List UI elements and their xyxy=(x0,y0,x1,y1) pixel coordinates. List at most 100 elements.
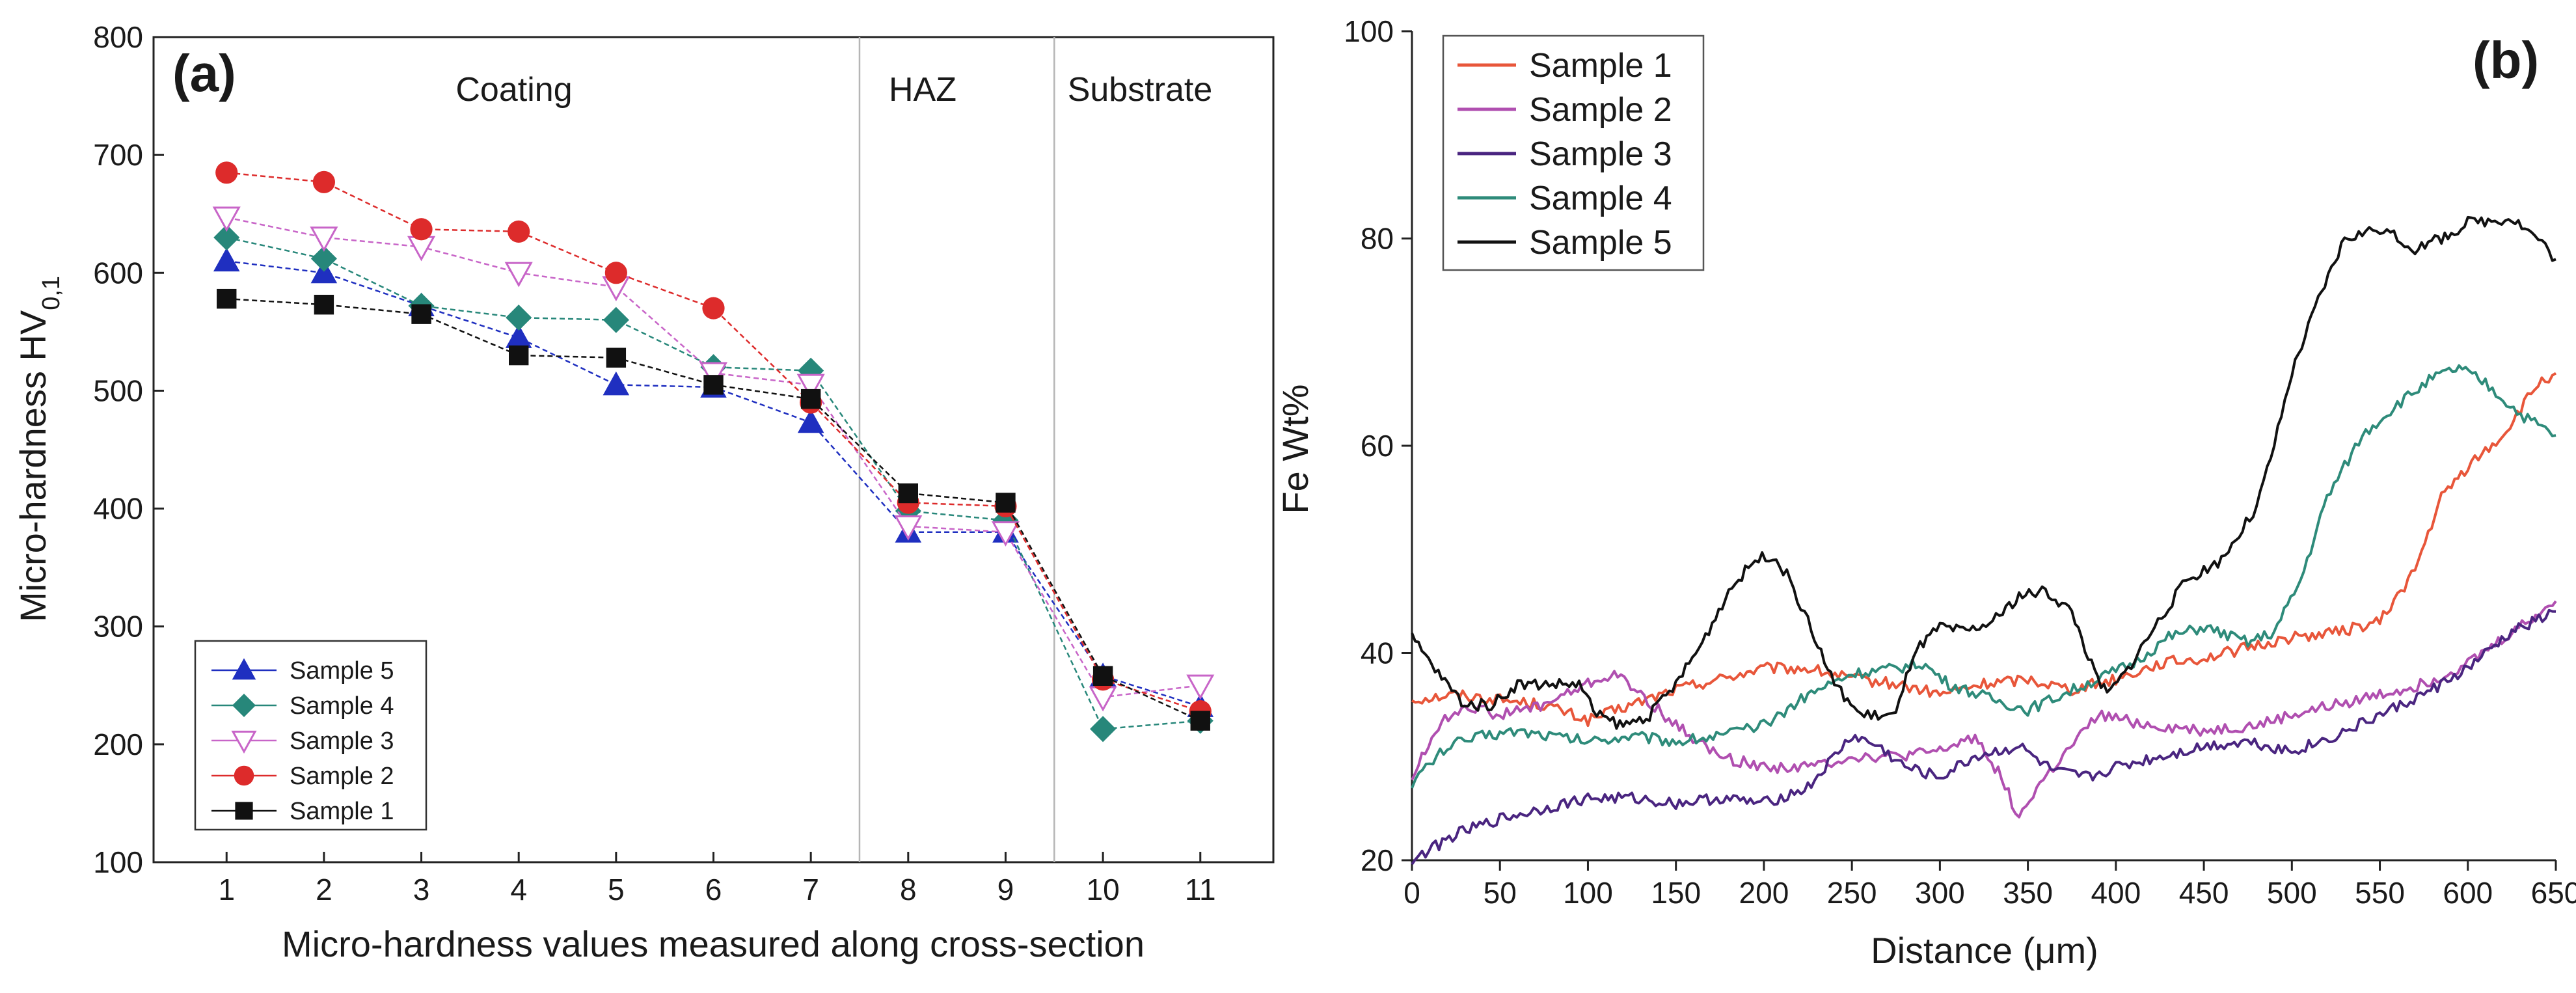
data-point-sample-5 xyxy=(797,409,824,433)
data-point-sample-3 xyxy=(310,226,338,252)
series-sample-1 xyxy=(217,288,1210,731)
legend-label-sample-2: Sample 2 xyxy=(1529,91,1672,129)
data-point-sample-1 xyxy=(1190,711,1210,731)
data-point-sample-2 xyxy=(508,220,530,243)
data-point-sample-1 xyxy=(606,347,627,368)
panel-a-x-tick-label: 7 xyxy=(802,873,819,906)
data-point-sample-1 xyxy=(1092,666,1113,686)
data-point-sample-5 xyxy=(213,247,240,272)
data-point-sample-2 xyxy=(215,161,238,184)
data-point-sample-3 xyxy=(699,362,728,388)
panel-a-series xyxy=(212,161,1215,742)
panel-b-x-tick-label: 0 xyxy=(1403,876,1420,910)
data-point-sample-3 xyxy=(407,236,436,262)
panel-b-legend: Sample 1 Sample 2 Sample 3 Sample 4 Sample 5 xyxy=(1442,34,1705,271)
data-point-sample-4 xyxy=(603,306,629,333)
panel-a-region-lines xyxy=(858,37,1055,862)
data-point-sample-2 xyxy=(312,170,335,193)
legend-marker-sample-5 xyxy=(232,658,256,680)
panel-b-y-tick-label: 100 xyxy=(1344,14,1394,48)
panel-a-x-tick-label: 8 xyxy=(900,873,917,906)
legend-label-sample-2: Sample 2 xyxy=(290,763,394,790)
panel-a-ticks: 1 2 3 4 5 6 7 8 9 10 11 100 200 300 400 500 600 700 800 xyxy=(93,20,1215,906)
panel-b-x-tick-label: 150 xyxy=(1651,876,1701,910)
legend-label-sample-3: Sample 3 xyxy=(290,728,394,755)
data-point-sample-3 xyxy=(1089,686,1117,712)
legend-label-sample-4: Sample 4 xyxy=(290,692,394,720)
panel-a-y-tick-label: 100 xyxy=(93,845,143,879)
panel-a-x-tick-label: 6 xyxy=(705,873,722,906)
data-point-sample-1 xyxy=(800,388,821,409)
panel-b-x-tick-label: 50 xyxy=(1484,876,1517,910)
region-label-substrate: Substrate xyxy=(1068,71,1213,109)
legend-marker-sample-2 xyxy=(234,765,254,786)
legend-label-sample-5: Sample 5 xyxy=(290,657,394,685)
panel-a-y-axis-title: Micro-hardness HV0,1 xyxy=(12,276,65,622)
panel-b-x-tick-label: 300 xyxy=(1915,876,1965,910)
panel-a-label: (a) xyxy=(172,44,236,102)
series-line-sample-5 xyxy=(1411,215,2556,730)
panel-b-x-tick-label: 650 xyxy=(2531,876,2576,910)
data-point-sample-3 xyxy=(796,374,825,400)
panel-b-y-tick-label: 80 xyxy=(1361,222,1394,256)
panel-a-y-tick-label: 500 xyxy=(93,374,143,407)
panel-a-x-tick-label: 2 xyxy=(316,873,332,906)
data-point-sample-4 xyxy=(310,245,337,272)
panel-b-x-axis-title: Distance (μm) xyxy=(1871,930,2098,971)
panel-a-chart: 1 2 3 4 5 6 7 8 9 10 11 100 200 300 400 500 600 700 800 (a… xyxy=(12,20,1275,964)
legend-label-sample-3: Sample 3 xyxy=(1529,135,1672,173)
panel-a-y-tick-label: 300 xyxy=(93,610,143,644)
series-line-sample-3 xyxy=(1411,608,2556,865)
series-line-sample-2 xyxy=(1411,600,2557,819)
legend-label-sample-1: Sample 1 xyxy=(290,798,394,825)
panel-a-x-tick-label: 3 xyxy=(413,873,430,906)
panel-a-y-tick-label: 800 xyxy=(93,20,143,54)
panel-a-y-tick-label: 200 xyxy=(93,728,143,761)
panel-b-series xyxy=(1411,215,2557,865)
panel-b-x-tick-label: 200 xyxy=(1739,876,1789,910)
data-point-sample-2 xyxy=(410,218,433,241)
data-point-sample-1 xyxy=(898,483,919,504)
panel-a-y-tick-label: 700 xyxy=(93,138,143,172)
data-point-sample-3 xyxy=(894,515,923,541)
data-point-sample-1 xyxy=(508,345,529,366)
panel-b-x-tick-label: 350 xyxy=(2003,876,2053,910)
region-label-haz: HAZ xyxy=(889,71,956,109)
data-point-sample-3 xyxy=(504,262,533,288)
panel-b-x-tick-label: 600 xyxy=(2443,876,2493,910)
legend-marker-sample-3 xyxy=(231,730,257,754)
legend-label-sample-1: Sample 1 xyxy=(1529,47,1672,85)
panel-b-x-tick-label: 450 xyxy=(2179,876,2229,910)
panel-b-x-tick-label: 250 xyxy=(1827,876,1877,910)
series-line-sample-2 xyxy=(226,172,1201,713)
panel-b-y-tick-label: 40 xyxy=(1361,636,1394,670)
panel-b-y-tick-label: 60 xyxy=(1361,429,1394,463)
series-line-sample-4 xyxy=(1411,364,2556,789)
panel-a-x-axis-title: Micro-hardness values measured along cro… xyxy=(282,923,1145,964)
panel-a-legend-box xyxy=(194,640,427,831)
legend-marker-sample-4 xyxy=(232,693,256,718)
data-point-sample-2 xyxy=(702,297,725,320)
panel-b-y-axis-title: Fe Wt% xyxy=(1275,384,1316,513)
data-point-sample-5 xyxy=(603,371,630,396)
legend-label-sample-4: Sample 4 xyxy=(1529,180,1672,217)
panel-b-y-tick-label: 20 xyxy=(1361,843,1394,877)
series-line-sample-1 xyxy=(1411,372,2557,728)
panel-a-x-tick-label: 1 xyxy=(218,873,235,906)
region-label-coating: Coating xyxy=(455,71,572,109)
panel-b-chart: 0 50 100 150 200 250 300 350 400 450 500 550 600 650 2… xyxy=(1275,14,2576,971)
series-sample-2 xyxy=(215,161,1212,723)
data-point-sample-3 xyxy=(991,521,1020,547)
panel-a-y-tick-label: 400 xyxy=(93,492,143,526)
panel-a-x-tick-label: 9 xyxy=(997,873,1014,906)
panel-a-y-axis-title-main: Micro-hardness HV xyxy=(12,310,53,622)
legend-marker-sample-1 xyxy=(235,802,253,820)
legend-label-sample-5: Sample 5 xyxy=(1529,224,1672,262)
data-point-sample-4 xyxy=(506,305,532,331)
panel-b-x-tick-label: 550 xyxy=(2355,876,2405,910)
data-point-sample-3 xyxy=(212,206,241,232)
data-point-sample-1 xyxy=(703,375,724,395)
data-point-sample-3 xyxy=(1186,674,1215,700)
data-point-sample-1 xyxy=(996,493,1016,513)
